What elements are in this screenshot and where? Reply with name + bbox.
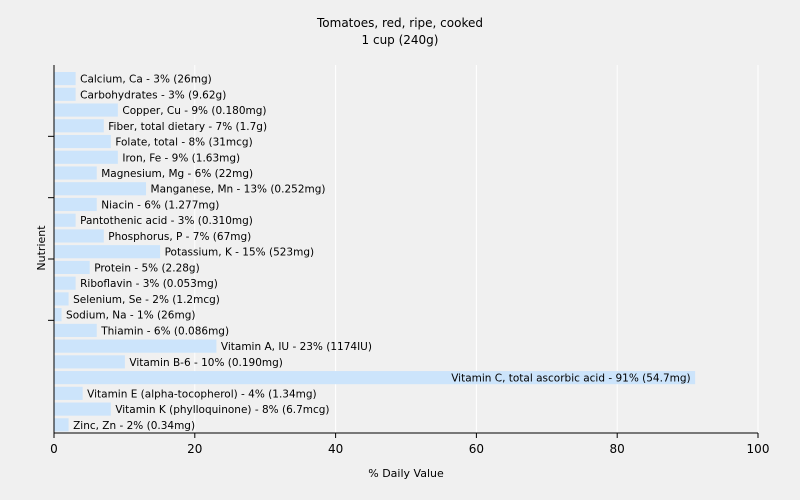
bar-label: Sodium, Na - 1% (26mg) — [66, 310, 195, 322]
bar-label: Copper, Cu - 9% (0.180mg) — [122, 105, 266, 117]
bar-label: Vitamin C, total ascorbic acid - 91% (54… — [451, 373, 690, 385]
bar — [54, 386, 83, 400]
x-tick-label: 40 — [328, 442, 343, 456]
bar-label: Vitamin E (alpha-tocopherol) - 4% (1.34m… — [87, 388, 317, 400]
bar — [54, 150, 118, 164]
bar — [54, 292, 69, 306]
bar-label: Folate, total - 8% (31mcg) — [115, 137, 252, 149]
bar — [54, 182, 147, 196]
bar-label: Calcium, Ca - 3% (26mg) — [80, 74, 212, 86]
bar-label: Manganese, Mn - 13% (0.252mg) — [151, 184, 326, 196]
x-tick-label: 0 — [50, 442, 58, 456]
bar — [54, 418, 69, 432]
bar-label: Protein - 5% (2.28g) — [94, 262, 200, 274]
bar-label: Potassium, K - 15% (523mg) — [165, 247, 315, 259]
bar-label: Vitamin A, IU - 23% (1174IU) — [221, 341, 372, 353]
bar — [54, 245, 161, 259]
bar-label: Niacin - 6% (1.277mg) — [101, 199, 219, 211]
bar — [54, 87, 76, 101]
bar-label: Iron, Fe - 9% (1.63mg) — [122, 152, 240, 164]
bar-label: Fiber, total dietary - 7% (1.7g) — [108, 121, 267, 133]
bar-labels: Calcium, Ca - 3% (26mg) Carbohydrates - 3… — [66, 74, 691, 432]
bar — [54, 213, 76, 227]
axes: 0 20 40 60 80 100 — [48, 65, 769, 456]
bar-label: Selenium, Se - 2% (1.2mcg) — [73, 294, 220, 306]
bar-label: Zinc, Zn - 2% (0.34mg) — [73, 420, 195, 432]
bar — [54, 134, 111, 149]
chart-title: Tomatoes, red, ripe, cooked — [316, 16, 483, 30]
bar-label: Vitamin B-6 - 10% (0.190mg) — [129, 357, 283, 369]
bar — [54, 260, 90, 275]
bar — [54, 339, 217, 353]
bar — [54, 402, 111, 416]
x-tick-label: 80 — [610, 442, 625, 456]
bar — [54, 197, 97, 212]
bar-label: Magnesium, Mg - 6% (22mg) — [101, 168, 253, 180]
bar — [54, 119, 104, 133]
bar-label: Vitamin K (phylloquinone) - 8% (6.7mcg) — [115, 404, 329, 416]
bar — [54, 276, 76, 290]
bar-label: Riboflavin - 3% (0.053mg) — [80, 278, 218, 290]
x-tick-label: 60 — [469, 442, 484, 456]
bars — [54, 72, 696, 432]
bar — [54, 371, 696, 385]
bar — [54, 229, 104, 243]
bar-label: Carbohydrates - 3% (9.62g) — [80, 89, 226, 101]
bar-label: Pantothenic acid - 3% (0.310mg) — [80, 215, 253, 227]
x-tick-label: 100 — [747, 442, 770, 456]
bar — [54, 308, 62, 322]
bar — [54, 72, 76, 86]
bar — [54, 323, 97, 337]
y-axis-label: Nutrient — [35, 225, 48, 271]
bar-label: Thiamin - 6% (0.086mg) — [100, 325, 229, 337]
bar-label: Phosphorus, P - 7% (67mg) — [108, 231, 251, 243]
chart-subtitle: 1 cup (240g) — [362, 33, 439, 47]
x-axis-label: % Daily Value — [368, 467, 444, 480]
bar — [54, 166, 97, 180]
bar — [54, 103, 118, 117]
x-tick-label: 20 — [187, 442, 202, 456]
bar — [54, 355, 125, 369]
